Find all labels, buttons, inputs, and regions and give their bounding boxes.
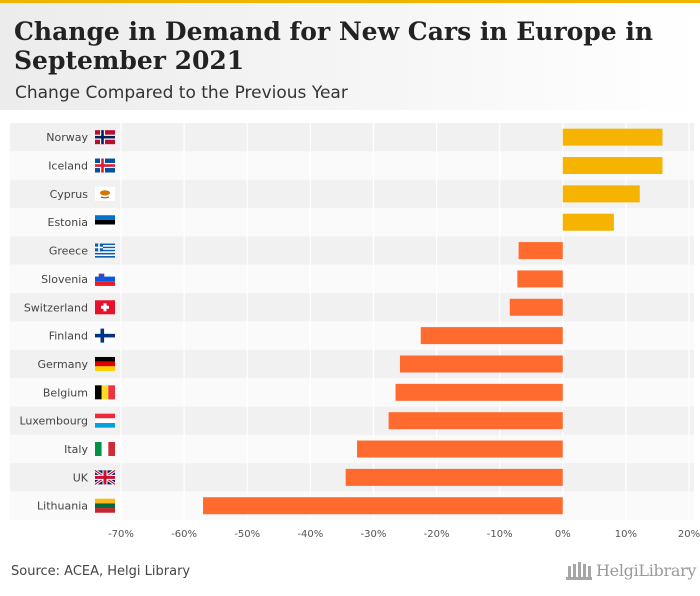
row-band bbox=[10, 378, 694, 407]
category-label: Belgium bbox=[43, 386, 88, 399]
x-tick-label: 20% bbox=[678, 529, 700, 540]
row-band bbox=[10, 264, 694, 294]
x-tick-label: -70% bbox=[108, 529, 134, 540]
x-tick-label: -60% bbox=[171, 529, 197, 540]
slovenia-flag-icon bbox=[95, 271, 115, 286]
iceland-flag-icon bbox=[95, 158, 115, 173]
category-label: Finland bbox=[49, 330, 88, 343]
category-label: Switzerland bbox=[24, 301, 88, 314]
x-tick-label: -20% bbox=[424, 529, 450, 540]
bar-lithuania bbox=[203, 497, 563, 515]
lithuania-flag-icon bbox=[95, 498, 115, 513]
bar-italy bbox=[357, 440, 563, 458]
chart-title: Change in Demand for New Cars in Europe … bbox=[14, 17, 654, 75]
bar-uk bbox=[345, 468, 563, 486]
bar-switzerland bbox=[509, 298, 563, 316]
estonia-flag-icon bbox=[95, 215, 115, 230]
chart-header: Change in Demand for New Cars in Europe … bbox=[0, 3, 700, 110]
row-band bbox=[10, 434, 694, 464]
row-band bbox=[10, 321, 694, 350]
library-building-icon bbox=[566, 561, 592, 580]
x-tick-label: -10% bbox=[487, 529, 513, 540]
category-label: Estonia bbox=[48, 216, 89, 229]
bar-germany bbox=[399, 355, 563, 373]
bar-chart: Norway Iceland Cyprus Estonia Greece Slovenia… bbox=[10, 123, 700, 540]
row-band bbox=[10, 293, 694, 322]
luxembourg-flag-icon bbox=[95, 413, 115, 428]
logo-text: HelgiLibrary bbox=[596, 561, 697, 580]
belgium-flag-icon bbox=[95, 385, 115, 400]
bar-norway bbox=[562, 128, 663, 146]
finland-flag-icon bbox=[95, 328, 115, 343]
bar-estonia bbox=[562, 213, 614, 231]
category-label: Germany bbox=[37, 358, 88, 371]
norway-flag-icon bbox=[95, 130, 115, 145]
x-tick-label: -50% bbox=[234, 529, 260, 540]
x-tick-label: 10% bbox=[615, 529, 637, 540]
x-tick-label: -30% bbox=[361, 529, 387, 540]
bar-luxembourg bbox=[388, 412, 563, 430]
bar-slovenia bbox=[517, 270, 563, 288]
source-note: Source: ACEA, Helgi Library bbox=[11, 564, 191, 579]
accent-bar bbox=[0, 0, 700, 3]
switzerland-flag-icon bbox=[95, 300, 115, 315]
greece-flag-icon bbox=[95, 243, 115, 258]
category-label: Lithuania bbox=[37, 500, 88, 513]
category-label: UK bbox=[73, 471, 89, 484]
category-label: Greece bbox=[49, 245, 88, 258]
x-tick-label: -40% bbox=[297, 529, 323, 540]
row-band bbox=[10, 236, 694, 265]
italy-flag-icon bbox=[95, 442, 115, 457]
germany-flag-icon bbox=[95, 356, 115, 371]
category-label: Luxembourg bbox=[19, 415, 88, 428]
bar-greece bbox=[518, 242, 563, 260]
helgi-library-logo: HelgiLibrary bbox=[566, 561, 696, 580]
cyprus-flag-icon bbox=[95, 186, 115, 201]
row-band bbox=[10, 349, 694, 379]
row-band bbox=[10, 406, 694, 435]
category-label: Norway bbox=[46, 131, 88, 144]
bar-finland bbox=[420, 327, 563, 345]
x-tick-label: 0% bbox=[555, 529, 571, 540]
category-label: Iceland bbox=[48, 160, 88, 173]
bar-cyprus bbox=[562, 185, 640, 203]
category-label: Cyprus bbox=[50, 188, 89, 201]
bar-iceland bbox=[562, 157, 663, 175]
chart-subtitle: Change Compared to the Previous Year bbox=[15, 83, 348, 103]
category-label: Italy bbox=[64, 443, 88, 456]
bar-belgium bbox=[395, 383, 563, 401]
category-label: Slovenia bbox=[41, 273, 88, 286]
uk-flag-icon bbox=[94, 469, 116, 486]
